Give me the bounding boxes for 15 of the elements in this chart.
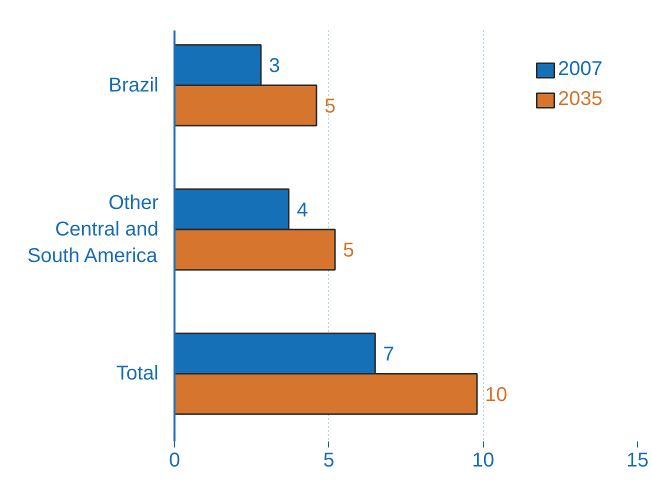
- x-tick-label: 10: [472, 450, 494, 472]
- data-label: 5: [324, 95, 336, 118]
- data-label: 5: [343, 240, 354, 262]
- y-tick-label: Other Central and South America: [27, 192, 159, 267]
- x-tick-label: 0: [168, 450, 180, 472]
- data-label: 7: [383, 344, 394, 366]
- y-tick-label: Total: [116, 362, 159, 385]
- data-label: 3: [268, 55, 280, 78]
- data-label: 10: [484, 384, 508, 406]
- y-tick-label: Brazil: [108, 74, 159, 96]
- legend-label: 2035: [558, 88, 602, 111]
- x-tick-label: 15: [626, 450, 649, 472]
- data-label: 4: [296, 199, 308, 222]
- x-tick-label: 5: [323, 450, 334, 472]
- legend-label: 2007: [558, 58, 602, 81]
